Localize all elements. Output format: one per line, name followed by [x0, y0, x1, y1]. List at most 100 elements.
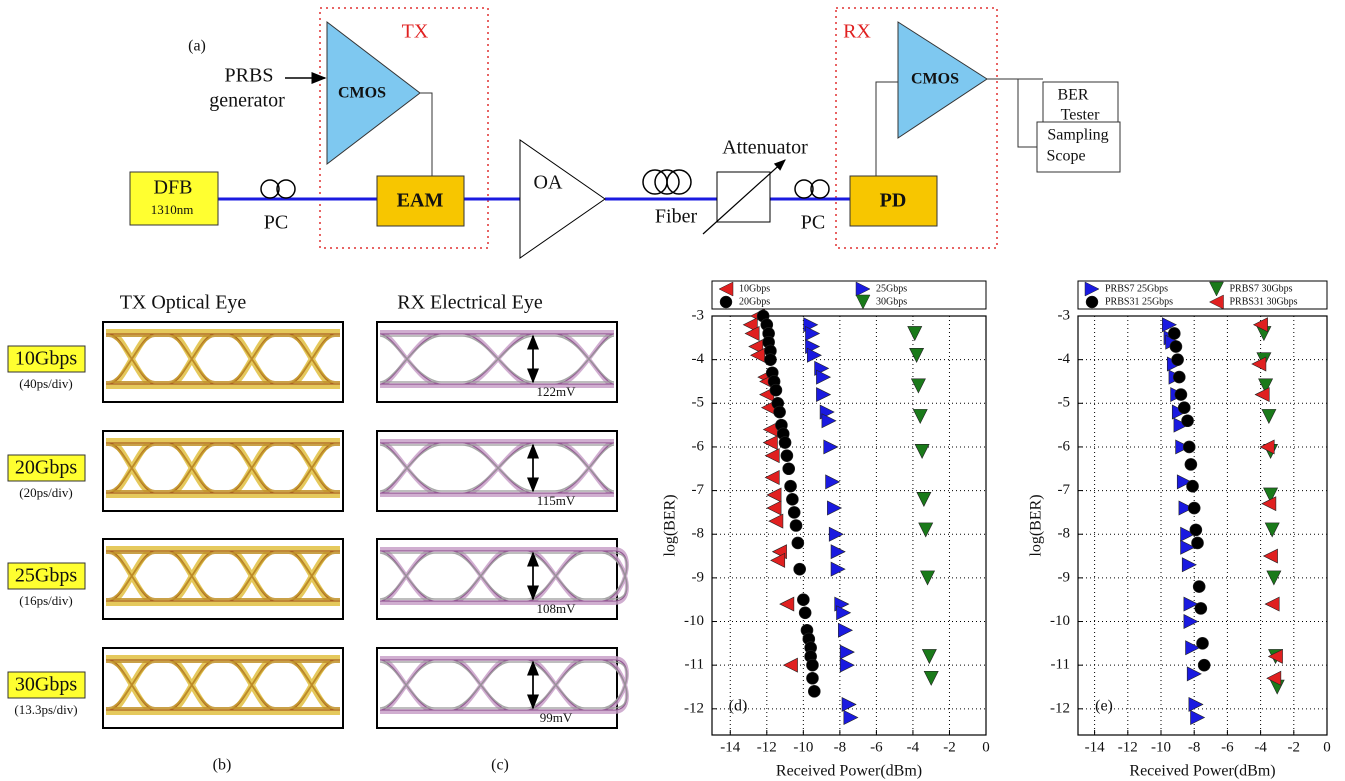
y-tick-label: -12 [684, 700, 704, 716]
x-tick-label: 0 [982, 739, 990, 755]
point [917, 492, 931, 506]
point [831, 545, 845, 559]
point [794, 563, 806, 575]
point [1262, 409, 1276, 423]
source-label: PRBS [225, 65, 274, 87]
point [844, 711, 858, 725]
y-tick-label: -7 [1058, 482, 1071, 498]
point [781, 450, 793, 462]
pc-label: PC [264, 212, 288, 234]
point [924, 671, 938, 685]
x-tick-label: -12 [757, 739, 777, 755]
point [911, 379, 925, 393]
x-tick-label: -2 [943, 739, 956, 755]
x-tick-label: -2 [1288, 739, 1301, 755]
y-tick-label: -7 [692, 482, 705, 498]
x-tick-label: 0 [1323, 739, 1331, 755]
y-tick-label: -8 [692, 526, 705, 542]
x-tick-label: -10 [793, 739, 813, 755]
timebase-label: (40ps/div) [19, 376, 72, 391]
column-header: TX Optical Eye [120, 292, 247, 314]
point [783, 463, 795, 475]
point [838, 623, 852, 637]
point [842, 697, 856, 711]
y-tick-label: -4 [1058, 351, 1071, 367]
y-tick-label: -12 [1050, 700, 1070, 716]
scope-label: Scope [1046, 148, 1085, 165]
modulator-label: EAM [397, 190, 444, 212]
point [763, 436, 777, 450]
point [1188, 502, 1200, 514]
plot-frame [1078, 316, 1327, 735]
point [829, 527, 843, 541]
point [770, 384, 782, 396]
timebase-label: (13.3ps/div) [14, 702, 77, 717]
x-tick-label: -4 [1254, 739, 1267, 755]
point [1255, 388, 1269, 402]
point [774, 406, 786, 418]
point [788, 506, 800, 518]
point [816, 388, 830, 402]
point [765, 449, 779, 463]
fiber-label: Fiber [655, 206, 698, 228]
driver-label: CMOS [338, 85, 386, 102]
point [1187, 480, 1199, 492]
legend-label: PRBS7 30Gbps [1230, 283, 1293, 294]
point [792, 537, 804, 549]
point [1252, 357, 1266, 371]
rate-label: 25Gbps [15, 565, 77, 587]
panel-label: (d) [729, 698, 748, 715]
source-label: generator [209, 90, 285, 112]
panel-label: (b) [213, 757, 232, 774]
timebase-label: (20ps/div) [19, 485, 72, 500]
legend-label: PRBS7 25Gbps [1105, 283, 1168, 294]
amplifier [520, 140, 605, 258]
y-tick-label: -3 [1058, 307, 1071, 323]
point [1265, 523, 1279, 537]
point [816, 370, 830, 384]
point [780, 597, 794, 611]
point [913, 409, 927, 423]
legend-marker [1086, 296, 1098, 308]
point [1184, 615, 1198, 629]
point [822, 414, 836, 428]
point [824, 440, 838, 454]
ber-tester-label: Tester [1061, 107, 1101, 124]
x-tick-label: -4 [907, 739, 920, 755]
x-tick-label: -8 [834, 739, 847, 755]
point [1265, 597, 1279, 611]
y-tick-label: -4 [692, 351, 705, 367]
legend-label: PRBS31 25Gbps [1105, 296, 1173, 307]
point [767, 488, 781, 502]
point [831, 562, 845, 576]
amplitude-label: 115mV [537, 493, 576, 508]
point [808, 685, 820, 697]
point [779, 437, 791, 449]
y-tick-label: -6 [692, 438, 705, 454]
point [1170, 341, 1182, 353]
y-tick-label: -5 [692, 395, 705, 411]
figure: (a) TX RX PRBS generator CMOS DFB 1310nm… [0, 0, 1345, 781]
wire [420, 93, 432, 176]
y-tick-label: -3 [692, 307, 705, 323]
y-tick-label: -10 [684, 613, 704, 629]
point [784, 658, 798, 672]
column-header: RX Electrical Eye [397, 292, 543, 314]
point [827, 501, 841, 515]
point [1178, 402, 1190, 414]
pc-label: PC [801, 212, 825, 234]
point [826, 475, 840, 489]
x-tick-label: -8 [1188, 739, 1201, 755]
arrow [703, 160, 785, 234]
amplitude-label: 108mV [537, 601, 577, 616]
timebase-label: (16ps/div) [19, 593, 72, 608]
receiver-label: CMOS [911, 71, 959, 88]
point [769, 514, 783, 528]
amplitude-label: 122mV [537, 384, 577, 399]
x-axis-label: Received Power(dBm) [1129, 763, 1275, 780]
legend-marker [720, 296, 732, 308]
x-axis-label: Received Power(dBm) [776, 763, 922, 780]
y-tick-label: -6 [1058, 438, 1071, 454]
legend-label: 30Gbps [876, 296, 907, 307]
y-tick-label: -9 [692, 569, 705, 585]
